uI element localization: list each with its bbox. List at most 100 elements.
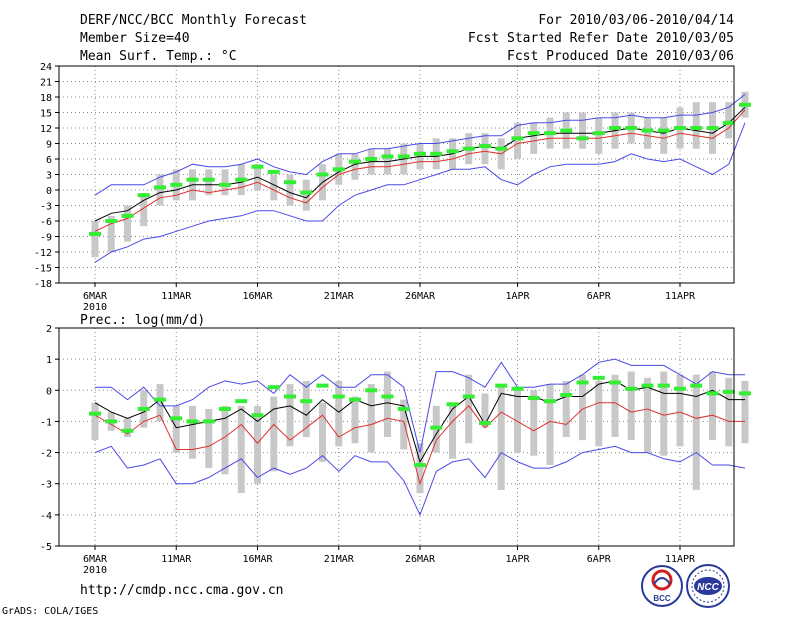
temp-observed-mark — [739, 102, 751, 107]
temp-y-tick-label: -6 — [40, 217, 52, 228]
precip-observed-mark — [300, 399, 313, 404]
temp-observed-mark — [251, 164, 264, 169]
precip-y-tick-label: -3 — [40, 480, 52, 491]
temp-observed-mark — [641, 128, 654, 133]
precip-x-tick-label: 26MAR — [405, 554, 436, 565]
precip-range-box — [237, 405, 245, 494]
precip-range-box — [579, 374, 586, 441]
temp-x-tick-label: 11APR — [665, 291, 696, 302]
precip-y-tick-label: 0 — [46, 386, 52, 397]
forecast-period: For 2010/03/06-2010/04/14 — [538, 13, 734, 28]
temp-observed-mark — [592, 131, 605, 136]
temp-x-tick-label: 11MAR — [161, 291, 192, 302]
precip-range-box — [221, 405, 229, 475]
precip-range-box — [156, 384, 164, 422]
temp-y-tick-label: 3 — [46, 171, 52, 182]
temp-y-tick-label: 15 — [40, 109, 52, 120]
grads-credit: GrADS: COLA/IGES — [2, 606, 98, 617]
temp-range-box — [156, 174, 164, 206]
precip-x-tick-label: 11APR — [665, 554, 696, 565]
temp-observed-mark — [446, 149, 459, 154]
temp-x-tick-label: 21MAR — [324, 291, 355, 302]
temp-y-tick-label: -12 — [34, 248, 52, 259]
precip-range-box — [189, 405, 196, 459]
precip-frame — [58, 327, 735, 547]
precip-observed-mark — [251, 413, 264, 418]
temp-range-box — [270, 174, 278, 201]
precip-range-box — [449, 402, 456, 459]
precip-range-box — [611, 374, 619, 437]
precip-range-box — [319, 402, 326, 462]
precip-observed-mark — [544, 399, 556, 404]
precip-year-label: 2010 — [83, 565, 107, 576]
temp-range-box — [205, 169, 213, 196]
precip-observed-mark — [381, 394, 394, 399]
temp-observed-mark — [105, 219, 118, 223]
precip-range-box — [725, 377, 733, 447]
temp-observed-mark — [690, 126, 703, 130]
precip-observed-mark — [316, 383, 329, 388]
precip-y-tick-label: -1 — [40, 417, 52, 428]
precip-range-box — [530, 390, 538, 456]
temp-range-box — [514, 122, 521, 159]
precip-range-box — [416, 443, 424, 494]
precip-range-box — [627, 371, 635, 441]
temp-observed-mark — [511, 136, 524, 141]
temp-range-box — [692, 102, 700, 149]
temp-x-tick-label: 6MAR — [83, 291, 108, 302]
temp-observed-mark — [300, 190, 313, 195]
temp-range-box — [91, 221, 99, 258]
precip-observed-mark — [365, 388, 378, 393]
precip-range-box — [660, 371, 668, 456]
temp-observed-mark — [706, 126, 719, 130]
temp-y-tick-label: -9 — [40, 233, 52, 244]
precip-observed-mark — [674, 386, 686, 391]
precip-range-box — [384, 371, 391, 437]
temp-observed-mark — [186, 177, 199, 182]
temp-range-box — [530, 122, 538, 154]
precip-range-box — [400, 399, 408, 450]
temp-observed-mark — [365, 157, 378, 161]
precip-observed-mark — [446, 402, 459, 407]
temp-x-tick-label: 16MAR — [242, 291, 273, 302]
precip-observed-mark — [495, 383, 508, 388]
precip-y-tick-label: -4 — [40, 511, 52, 522]
precip-observed-mark — [89, 411, 101, 416]
temp-range-box — [644, 117, 651, 149]
precip-range-box — [254, 405, 261, 484]
precip-range-box — [91, 402, 99, 441]
temp-observed-mark — [235, 177, 248, 182]
temp-observed-mark — [219, 182, 231, 187]
temp-y-tick-label: -3 — [40, 202, 52, 213]
temp-observed-mark — [560, 128, 573, 133]
precip-observed-mark — [170, 416, 183, 421]
temp-observed-mark — [722, 120, 735, 125]
precip-observed-mark — [657, 383, 670, 388]
temp-range-box — [107, 215, 115, 252]
temp-range-box — [579, 112, 586, 149]
precip-observed-mark — [349, 397, 361, 402]
precip-observed-mark — [722, 389, 735, 394]
precip-range-box — [644, 377, 651, 453]
precip-observed-mark — [609, 380, 621, 385]
temp-observed-mark — [674, 126, 686, 130]
temp-observed-mark — [202, 177, 215, 182]
temp-observed-mark — [576, 136, 589, 141]
precip-observed-mark — [479, 420, 491, 425]
precip-range-box — [302, 380, 310, 437]
temp-panel-title: Mean Surf. Temp.: °C — [80, 49, 237, 64]
temp-observed-mark — [495, 146, 508, 151]
temp-y-tick-label: 18 — [40, 93, 52, 104]
precip-observed-mark — [121, 428, 134, 433]
precip-x-tick-label: 11MAR — [161, 554, 192, 565]
precip-range-box — [676, 374, 684, 447]
precip-y-tick-label: 1 — [46, 355, 52, 366]
temp-observed-mark — [137, 193, 150, 198]
precip-x-tick-label: 6APR — [587, 554, 612, 565]
temp-y-tick-label: -15 — [34, 264, 52, 275]
precip-lower-line — [94, 445, 746, 517]
temp-observed-mark — [397, 154, 410, 159]
temp-y-tick-label: 0 — [46, 186, 52, 197]
